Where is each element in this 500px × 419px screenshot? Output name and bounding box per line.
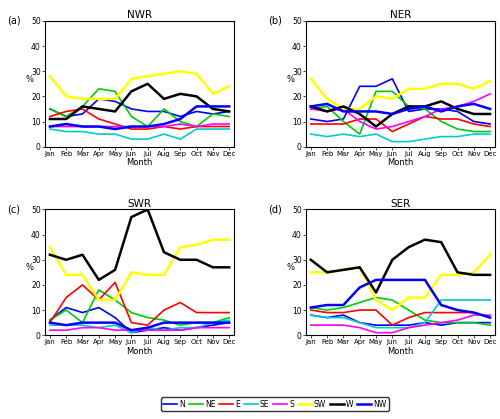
Text: (a): (a) <box>7 16 21 26</box>
Title: SER: SER <box>390 199 410 209</box>
X-axis label: Month: Month <box>388 158 413 167</box>
Y-axis label: %: % <box>286 75 294 84</box>
Title: SWR: SWR <box>128 199 152 209</box>
Y-axis label: %: % <box>26 75 34 84</box>
Title: NWR: NWR <box>127 10 152 20</box>
X-axis label: Month: Month <box>126 158 152 167</box>
Text: (b): (b) <box>268 16 282 26</box>
Title: NER: NER <box>390 10 411 20</box>
Text: (c): (c) <box>7 204 20 215</box>
Y-axis label: %: % <box>26 264 34 272</box>
X-axis label: Month: Month <box>126 347 152 356</box>
Text: (d): (d) <box>268 204 282 215</box>
Y-axis label: %: % <box>286 264 294 272</box>
X-axis label: Month: Month <box>388 347 413 356</box>
Legend: N, NE, E, SE, S, SW, W, NW: N, NE, E, SE, S, SW, W, NW <box>161 397 389 411</box>
